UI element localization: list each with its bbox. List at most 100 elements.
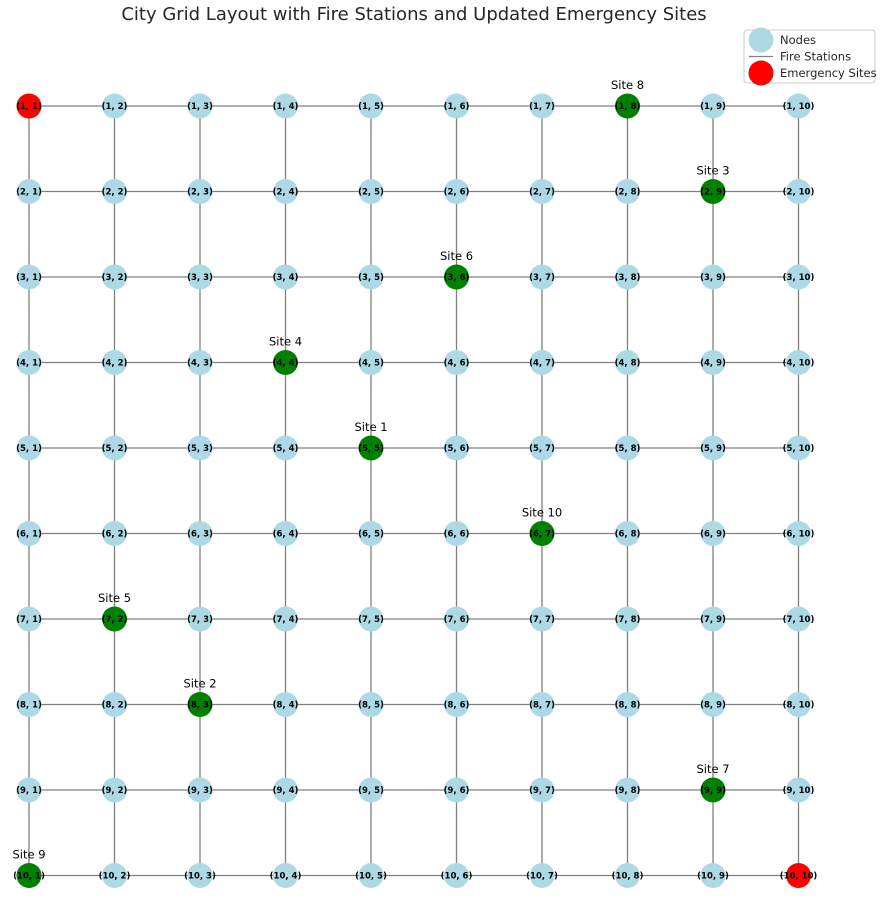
fire-station-node: (1, 8)	[615, 93, 641, 119]
legend: Nodes Fire Stations Emergency Sites	[743, 27, 877, 86]
node-label: (3, 3)	[187, 273, 213, 283]
node-circle	[273, 863, 298, 888]
node-label: (7, 10)	[783, 615, 815, 625]
grid-node: (3, 9)	[700, 264, 726, 290]
grid-node: (9, 3)	[187, 777, 213, 803]
node-label: (1, 7)	[529, 102, 555, 112]
node-label: (3, 4)	[273, 273, 299, 283]
grid-node: (6, 6)	[444, 521, 470, 546]
node-circle	[444, 606, 469, 632]
node-label: (9, 3)	[187, 786, 213, 796]
grid-node: (9, 7)	[529, 777, 555, 803]
node-circle	[615, 264, 640, 290]
node-label: (1, 9)	[700, 102, 726, 112]
node-circle	[444, 350, 469, 375]
node-label: (9, 1)	[16, 786, 42, 796]
node-circle	[102, 264, 127, 290]
node-label: (5, 4)	[273, 444, 299, 454]
grid-node: (6, 8)	[615, 521, 641, 546]
node-label: (9, 2)	[102, 786, 128, 796]
node-circle	[444, 863, 469, 888]
grid-node: (1, 9)	[700, 93, 726, 119]
node-label: (6, 10)	[783, 530, 815, 540]
grid-node: (9, 6)	[444, 777, 470, 803]
fire-station-label: Site 1	[354, 420, 387, 434]
node-label: (2, 2)	[102, 188, 128, 198]
fire-station-label: Site 5	[98, 591, 131, 605]
node-label: (4, 6)	[444, 359, 470, 369]
node-label: (7, 2)	[102, 615, 128, 625]
node-label: (10, 1)	[13, 872, 45, 882]
node-circle	[187, 606, 213, 632]
node-label: (4, 5)	[358, 359, 384, 369]
node-circle	[615, 435, 640, 461]
node-label: (1, 6)	[444, 102, 470, 112]
grid-node: (6, 10)	[783, 521, 815, 546]
node-label: (7, 9)	[700, 615, 726, 625]
grid-node: (4, 2)	[102, 350, 128, 375]
grid-node: (4, 9)	[700, 350, 726, 375]
node-label: (5, 5)	[358, 444, 384, 454]
grid-node: (8, 9)	[700, 692, 726, 717]
node-label: (6, 8)	[615, 530, 641, 540]
grid-node: (9, 2)	[102, 777, 128, 803]
node-label: (6, 4)	[273, 530, 299, 540]
grid-node: (5, 7)	[529, 435, 555, 461]
grid-node: (4, 8)	[615, 350, 641, 375]
grid-node: (6, 5)	[358, 521, 384, 546]
node-label: (7, 5)	[358, 615, 384, 625]
grid-node: (8, 6)	[444, 692, 470, 717]
emergency-site-node: (1, 1)	[16, 93, 42, 119]
grid-node: (5, 4)	[273, 435, 299, 461]
node-circle	[102, 692, 127, 717]
grid-node: (3, 7)	[529, 264, 555, 290]
grid-node: (2, 3)	[187, 179, 213, 204]
legend-node-swatch	[748, 27, 774, 53]
node-circle	[187, 692, 213, 717]
fire-station-labels: Site 1 Site 2 Site 3 Site 4 Site 5 Site 6 Site…	[12, 78, 729, 862]
node-label: (6, 3)	[187, 530, 213, 540]
node-circle	[615, 692, 640, 717]
node-circle	[102, 863, 127, 888]
node-label: (4, 10)	[783, 359, 815, 369]
node-circle	[700, 179, 726, 204]
node-circle	[615, 863, 640, 888]
node-label: (3, 8)	[615, 273, 641, 283]
node-circle	[187, 521, 213, 546]
node-label: (8, 5)	[358, 701, 384, 711]
node-label: (8, 6)	[444, 701, 470, 711]
grid-node: (5, 9)	[700, 435, 726, 461]
grid-node: (6, 9)	[700, 521, 726, 546]
grid-node: (5, 2)	[102, 435, 128, 461]
node-circle	[529, 264, 555, 290]
node-label: (10, 10)	[780, 872, 818, 882]
grid-node: (9, 4)	[273, 777, 299, 803]
grid-node: (8, 4)	[273, 692, 299, 717]
node-circle	[16, 93, 42, 119]
grid-node: (10, 4)	[270, 863, 301, 888]
node-circle	[529, 521, 555, 546]
grid-node: (9, 5)	[358, 777, 384, 803]
node-label: (7, 3)	[187, 615, 213, 625]
node-label: (5, 10)	[783, 444, 815, 454]
node-circle	[444, 264, 469, 290]
node-circle	[529, 435, 555, 461]
node-circle	[273, 606, 298, 632]
node-label: (3, 1)	[16, 273, 42, 283]
node-circle	[16, 264, 42, 290]
node-label: (3, 6)	[444, 273, 470, 283]
grid-node: (10, 2)	[99, 863, 130, 888]
node-circle	[16, 606, 42, 632]
node-circle	[16, 521, 42, 546]
node-label: (9, 6)	[444, 786, 470, 796]
node-circle	[615, 93, 640, 119]
grid-nodes: (1, 1) (1, 2) (1, 3) (1, 4) (1, 5) (1, 6) (1, …	[13, 93, 818, 888]
node-circle	[529, 692, 555, 717]
node-label: (9, 7)	[529, 786, 555, 796]
grid-node: (10, 6)	[441, 863, 472, 888]
node-circle	[102, 606, 127, 632]
node-circle	[358, 692, 384, 717]
node-label: (1, 2)	[102, 102, 128, 112]
emergency-site-node: (10, 10)	[780, 863, 818, 888]
